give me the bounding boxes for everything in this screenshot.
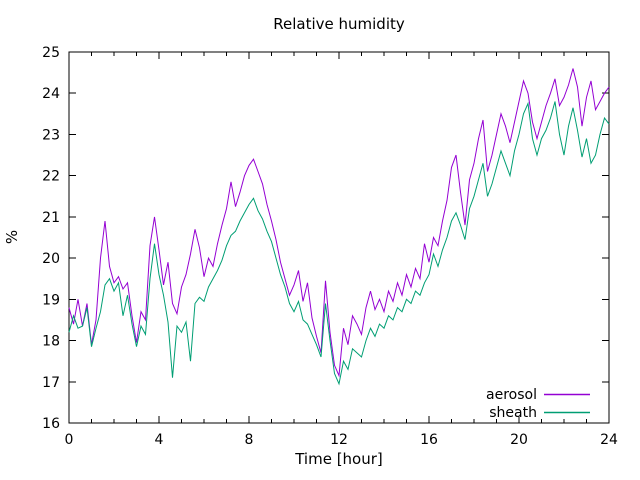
series-line-sheath: [68, 101, 610, 386]
x-tick-label: 12: [330, 432, 348, 448]
x-tick-label: 20: [510, 432, 528, 448]
x-tick-label: 0: [65, 432, 74, 448]
y-tick-label: 17: [42, 375, 60, 391]
y-tick-label: 16: [42, 416, 60, 432]
y-tick-label: 25: [42, 45, 60, 61]
x-axis-label: Time [hour]: [294, 450, 383, 468]
y-tick-label: 24: [42, 86, 60, 102]
y-axis-label: %: [3, 230, 21, 244]
series-lines: [68, 68, 610, 386]
legend: aerosol sheath: [486, 387, 590, 421]
legend-label-sheath: sheath: [489, 405, 537, 421]
series-line-aerosol: [68, 68, 610, 378]
y-tick-label: 23: [42, 127, 60, 143]
plot-border: [68, 51, 610, 424]
x-tick-label: 24: [600, 432, 618, 448]
axes: 0 4 8 12 16 20 24 16 17 18 19 20 21 22 23 24 25: [42, 45, 618, 448]
chart-title: Relative humidity: [273, 15, 405, 33]
x-tick-label: 16: [420, 432, 438, 448]
y-tick-label: 20: [42, 251, 60, 267]
y-tick-label: 22: [42, 169, 60, 185]
legend-label-aerosol: aerosol: [486, 387, 537, 403]
y-tick-label: 18: [42, 334, 60, 350]
x-tick-label: 4: [155, 432, 164, 448]
y-tick-label: 19: [42, 292, 60, 308]
y-tick-label: 21: [42, 210, 60, 226]
x-tick-label: 8: [245, 432, 254, 448]
